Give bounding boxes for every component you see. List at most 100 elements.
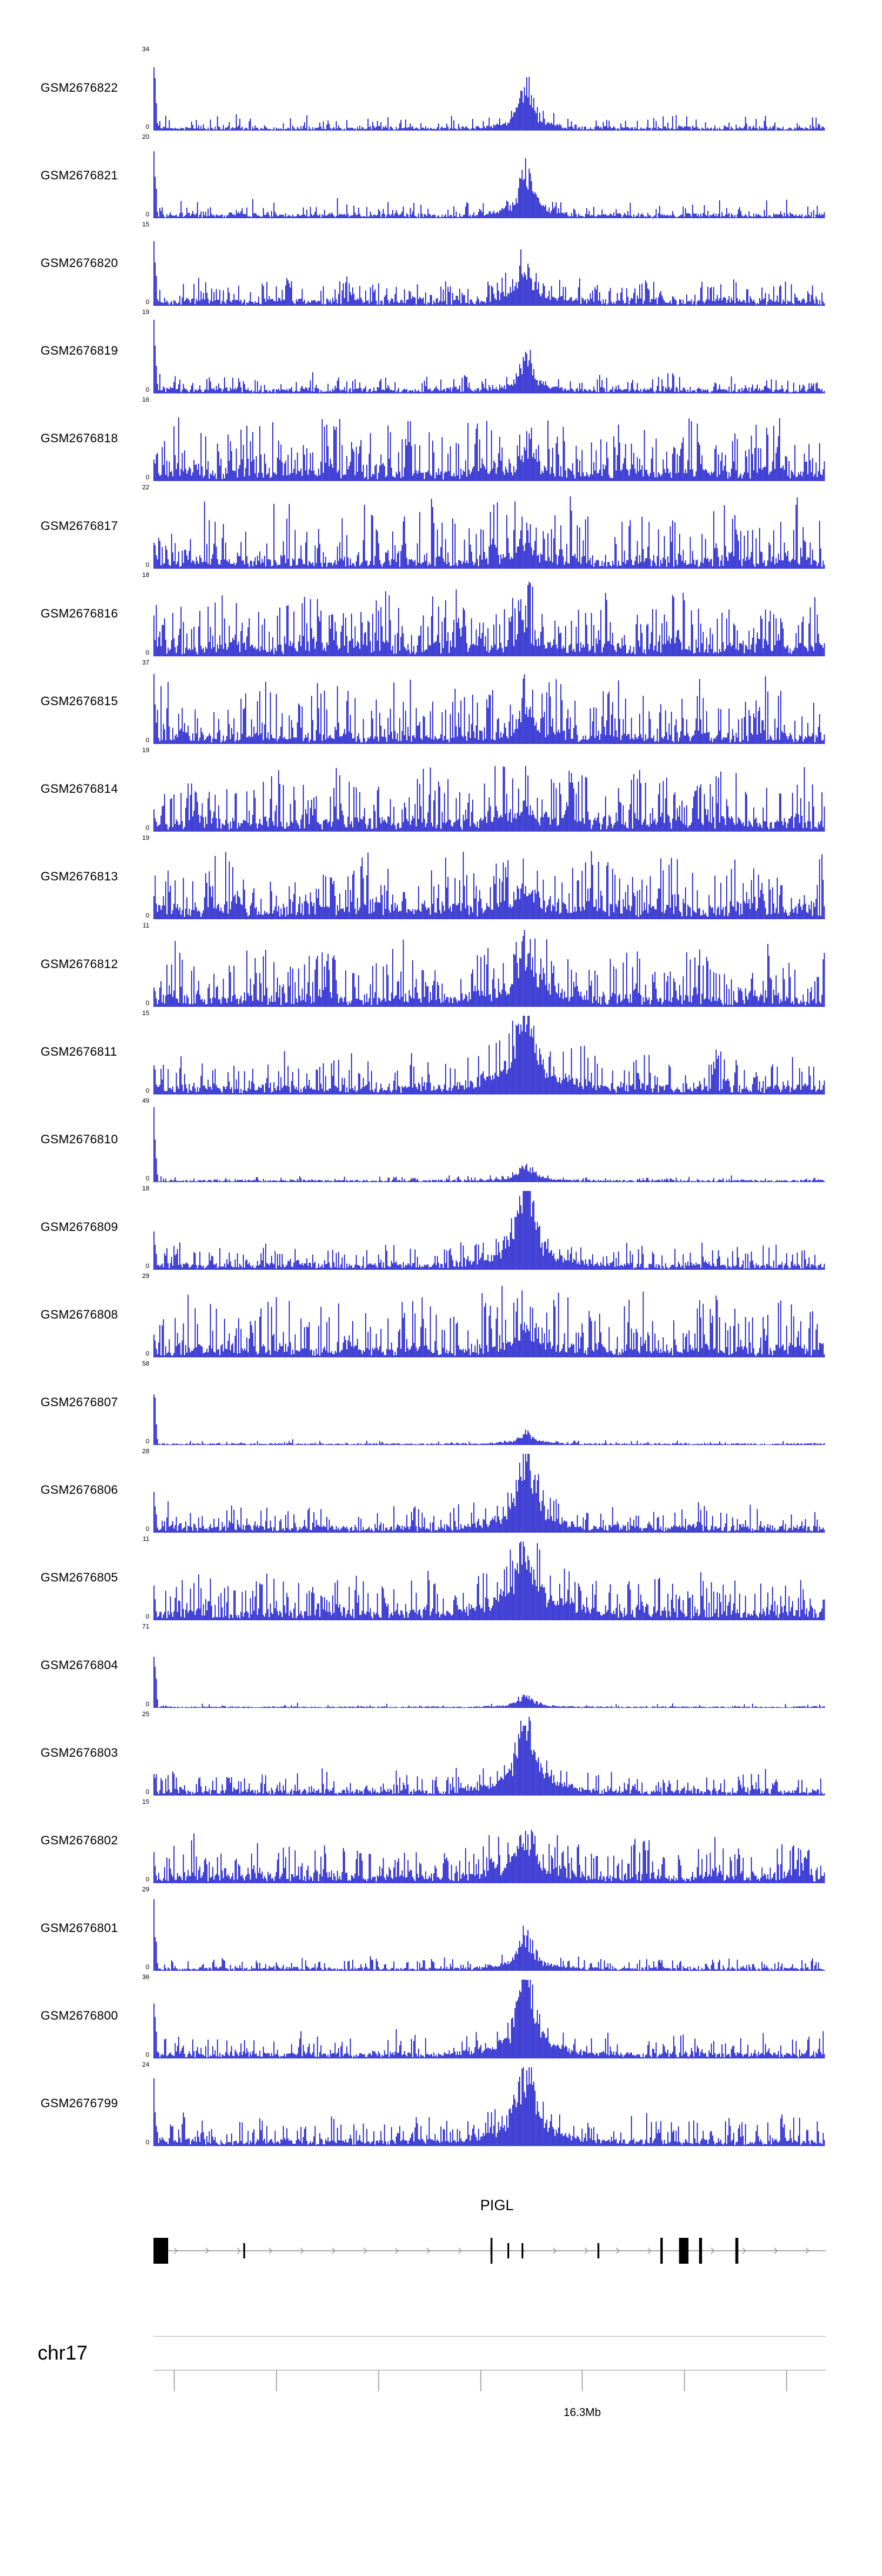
track-signal-histogram [153, 1454, 825, 1533]
track-ymin-label: 0 [145, 737, 149, 744]
track-ymin-label: 0 [145, 1438, 149, 1445]
track-signal-histogram [153, 2067, 825, 2146]
track-label: GSM2676806 [41, 1483, 118, 1497]
track-row: GSM2676817 22 0 [0, 484, 882, 572]
track-row: GSM2676802 15 0 [0, 1798, 882, 1886]
track-label: GSM2676804 [41, 1659, 118, 1672]
track-row: GSM2676811 15 0 [0, 1010, 882, 1097]
track-signal-histogram [153, 1830, 825, 1883]
track-label: GSM2676813 [41, 870, 118, 883]
track-ymax-label: 28 [142, 1448, 149, 1455]
track-label: GSM2676809 [41, 1220, 118, 1234]
track-ymax-label: 20 [142, 134, 149, 141]
track-ymax-label: 19 [142, 309, 149, 316]
signal-tracks-panel: GSM2676822 34 0 GSM2676821 20 0 GSM26768… [0, 46, 882, 2149]
track-ymax-label: 25 [142, 1711, 149, 1718]
track-label: GSM2676821 [41, 169, 118, 182]
chromosome-label: chr17 [38, 2342, 88, 2364]
track-ymin-label: 0 [145, 1350, 149, 1357]
track-ymax-label: 18 [142, 1185, 149, 1192]
track-ymin-label: 0 [145, 562, 149, 569]
track-signal-histogram [153, 1394, 825, 1445]
genome-axis-ruler [153, 2370, 826, 2391]
track-ymin-label: 0 [145, 1263, 149, 1270]
track-row: GSM2676807 58 0 [0, 1360, 882, 1448]
track-signal-histogram [153, 67, 825, 131]
track-ymin-label: 0 [145, 1526, 149, 1533]
track-signal-histogram [153, 851, 825, 919]
track-ymax-label: 15 [142, 1010, 149, 1017]
track-row: GSM2676806 28 0 [0, 1448, 882, 1536]
track-row: GSM2676812 11 0 [0, 922, 882, 1010]
track-signal-histogram [153, 319, 825, 393]
track-signal-histogram [153, 582, 825, 656]
track-signal-histogram [153, 1899, 825, 1971]
track-ymax-label: 71 [142, 1623, 149, 1630]
track-ymax-label: 36 [142, 1974, 149, 1981]
track-ymin-label: 0 [145, 1964, 149, 1971]
track-ymin-label: 0 [145, 299, 149, 306]
track-signal-histogram [153, 1657, 825, 1708]
track-signal-histogram [153, 930, 825, 1007]
track-row: GSM2676804 71 0 [0, 1623, 882, 1711]
track-signal-histogram [153, 674, 825, 744]
track-label: GSM2676811 [41, 1045, 118, 1059]
track-signal-histogram [153, 1717, 825, 1796]
track-label: GSM2676820 [41, 256, 118, 270]
track-label: GSM2676800 [41, 2009, 118, 2023]
track-ymin-label: 0 [145, 1876, 149, 1883]
separator-line [153, 2336, 826, 2337]
track-label: GSM2676818 [41, 432, 118, 445]
track-row: GSM2676805 11 0 [0, 1536, 882, 1623]
track-ymax-label: 11 [142, 1536, 149, 1543]
track-ymax-label: 11 [142, 922, 149, 929]
track-ymin-label: 0 [145, 1613, 149, 1620]
track-row: GSM2676800 36 0 [0, 1974, 882, 2061]
track-ymax-label: 19 [142, 835, 149, 842]
track-ymax-label: 24 [142, 2061, 149, 2068]
track-ymin-label: 0 [145, 124, 149, 131]
gene-name-label: PIGL [480, 2197, 514, 2214]
track-row: GSM2676813 19 0 [0, 835, 882, 922]
track-label: GSM2676807 [41, 1396, 118, 1409]
track-row: GSM2676799 24 0 [0, 2061, 882, 2149]
track-label: GSM2676810 [41, 1133, 118, 1146]
track-ymax-label: 15 [142, 1798, 149, 1806]
track-ymin-label: 0 [145, 649, 149, 656]
track-ymax-label: 16 [142, 396, 149, 403]
track-row: GSM2676801 29 0 [0, 1886, 882, 1974]
track-signal-histogram [153, 496, 825, 569]
track-ymin-label: 0 [145, 1087, 149, 1095]
track-label: GSM2676808 [41, 1308, 118, 1322]
track-signal-histogram [153, 1541, 825, 1620]
track-label: GSM2676802 [41, 1834, 118, 1847]
track-signal-histogram [153, 1980, 825, 2058]
track-row: GSM2676810 49 0 [0, 1097, 882, 1185]
track-ymin-label: 0 [145, 1000, 149, 1007]
track-signal-histogram [153, 417, 825, 481]
axis-coordinate-label: 16.3Mb [563, 2407, 601, 2419]
track-row: GSM2676803 25 0 [0, 1711, 882, 1798]
track-label: GSM2676816 [41, 607, 118, 620]
track-row: GSM2676815 37 0 [0, 659, 882, 747]
track-label: GSM2676819 [41, 344, 118, 358]
track-label: GSM2676814 [41, 782, 118, 796]
track-signal-histogram [153, 241, 825, 306]
track-row: GSM2676822 34 0 [0, 46, 882, 134]
track-ymax-label: 37 [142, 659, 149, 666]
track-row: GSM2676820 15 0 [0, 221, 882, 309]
track-ymax-label: 49 [142, 1097, 149, 1105]
track-row: GSM2676814 19 0 [0, 747, 882, 835]
track-row: GSM2676821 20 0 [0, 134, 882, 221]
track-label: GSM2676812 [41, 957, 118, 971]
track-signal-histogram [153, 151, 825, 218]
track-ymax-label: 22 [142, 484, 149, 491]
track-ymin-label: 0 [145, 2139, 149, 2146]
track-ymin-label: 0 [145, 2051, 149, 2058]
track-ymin-label: 0 [145, 1788, 149, 1796]
track-label: GSM2676822 [41, 81, 118, 95]
track-ymax-label: 34 [142, 46, 149, 53]
track-ymin-label: 0 [145, 825, 149, 832]
track-ymin-label: 0 [145, 211, 149, 218]
